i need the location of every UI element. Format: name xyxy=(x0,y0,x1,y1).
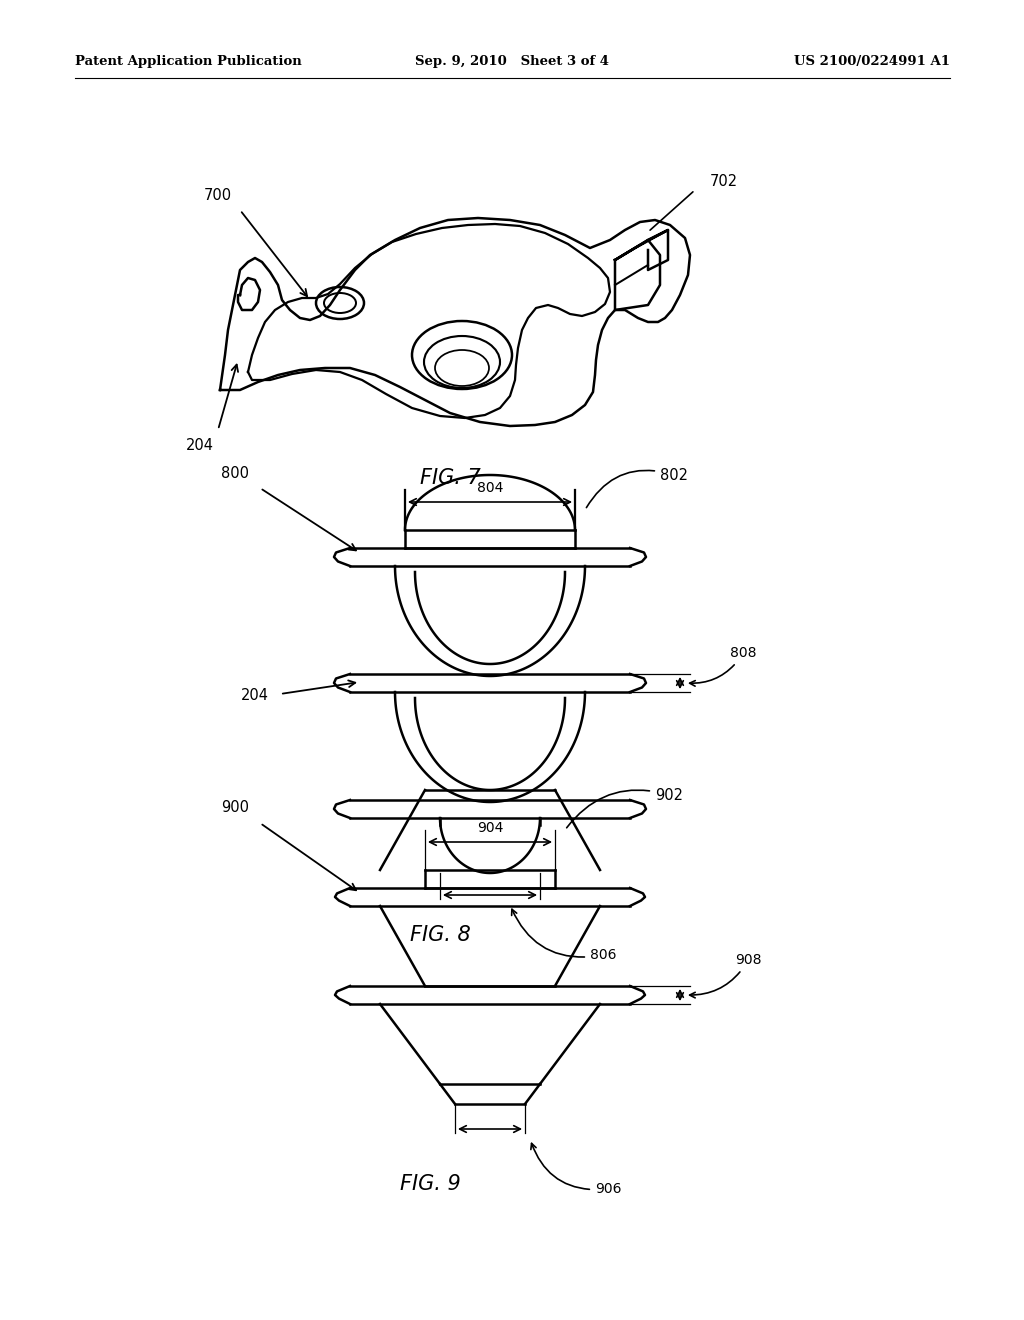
Text: 904: 904 xyxy=(477,821,503,836)
Text: Sep. 9, 2010   Sheet 3 of 4: Sep. 9, 2010 Sheet 3 of 4 xyxy=(415,55,609,69)
Text: 806: 806 xyxy=(512,909,616,962)
Text: Patent Application Publication: Patent Application Publication xyxy=(75,55,302,69)
Text: 204: 204 xyxy=(241,689,269,704)
Text: 804: 804 xyxy=(477,480,503,495)
Text: 702: 702 xyxy=(710,174,738,190)
Text: FIG. 8: FIG. 8 xyxy=(410,925,470,945)
Text: 204: 204 xyxy=(186,437,214,453)
Text: US 2100/0224991 A1: US 2100/0224991 A1 xyxy=(794,55,950,69)
Text: 908: 908 xyxy=(689,953,762,998)
Text: FIG. 9: FIG. 9 xyxy=(399,1173,461,1195)
Text: 700: 700 xyxy=(204,187,232,202)
Text: 800: 800 xyxy=(221,466,249,480)
Text: 906: 906 xyxy=(530,1143,622,1196)
Text: 902: 902 xyxy=(566,788,683,828)
Text: FIG. 7: FIG. 7 xyxy=(420,469,480,488)
Text: 802: 802 xyxy=(587,467,688,508)
Text: 900: 900 xyxy=(221,800,249,816)
Text: 808: 808 xyxy=(689,645,757,686)
